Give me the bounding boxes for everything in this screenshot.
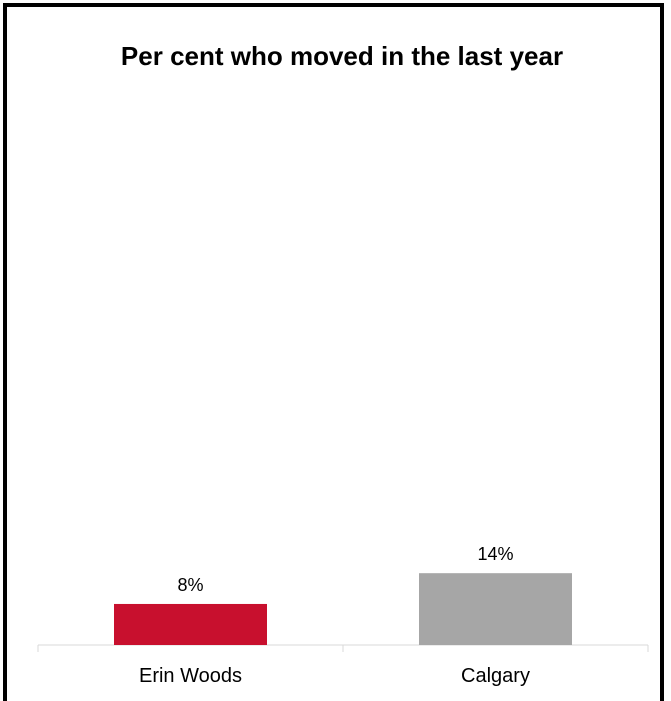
bar-1 <box>419 573 572 645</box>
data-label: 14% <box>477 544 513 564</box>
chart-title: Per cent who moved in the last year <box>120 41 564 71</box>
x-tick-label: Erin Woods <box>139 665 242 687</box>
x-tick-label: Calgary <box>461 665 530 687</box>
chart-frame: Per cent who moved in the last year <box>3 3 664 701</box>
bar-0 <box>114 603 267 645</box>
data-label: 8% <box>177 575 203 595</box>
